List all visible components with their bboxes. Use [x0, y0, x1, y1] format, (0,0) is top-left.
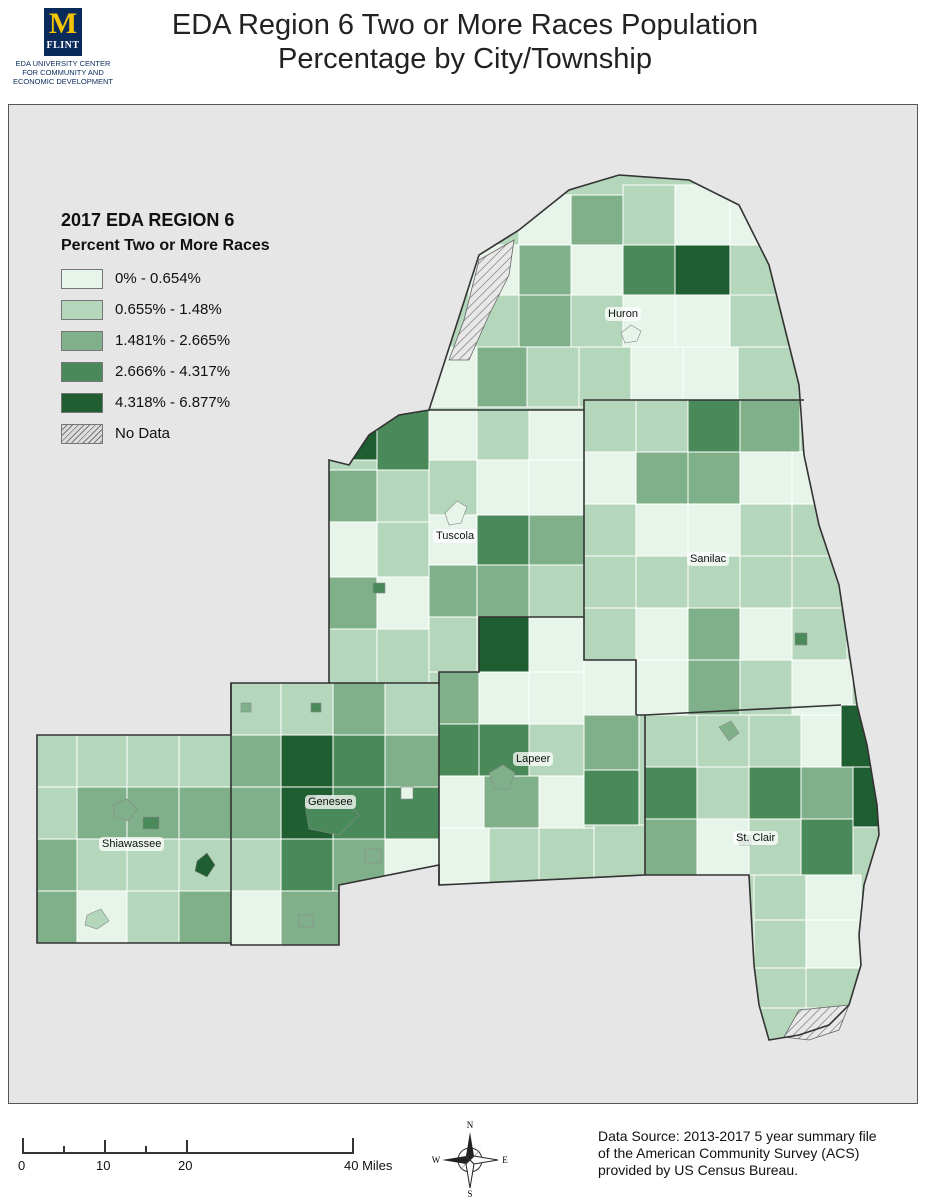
tuscola-lapeer-boundary [329, 616, 637, 715]
map-canvas [36, 174, 880, 1041]
logo-caption-line: EDA UNIVERSITY CENTER [15, 59, 111, 68]
logo-caption-line: ECONOMIC DEVELOPMENT [12, 77, 113, 86]
legend-row: 1.481% - 2.665% [61, 325, 361, 356]
map-title-line-1: EDA Region 6 Two or More Races Populatio… [171, 9, 759, 41]
data-source-line: provided by US Census Bureau. [598, 1162, 798, 1178]
scale-tick [352, 1138, 354, 1154]
legend-label: 0% - 0.654% [115, 270, 201, 287]
legend-swatch [61, 330, 103, 351]
logo: M FLINT EDA UNIVERSITY CENTER FOR COMMUN… [8, 8, 118, 87]
logo-letter: M [48, 7, 78, 40]
scale-label: 40 Miles [344, 1158, 393, 1173]
legend-swatch [61, 268, 103, 289]
data-source-line: Data Source: 2013-2017 5 year summary fi… [598, 1128, 877, 1144]
county-label-st-clair: St. Clair [733, 831, 779, 845]
map-legend: 2017 EDA REGION 6 Percent Two or More Ra… [61, 207, 361, 449]
university-badge: M FLINT [44, 8, 82, 56]
scale-tick [104, 1140, 106, 1154]
no-data-area-south [783, 1004, 850, 1041]
scale-tick-minor [63, 1146, 65, 1154]
region-boundary [36, 174, 880, 1041]
legend-label: 2.666% - 4.317% [115, 363, 231, 380]
compass-w: W [432, 1155, 441, 1165]
map-title: EDA Region 6 Two or More Races Populatio… [140, 8, 790, 76]
county-label-huron: Huron [605, 307, 641, 321]
scale-tick [186, 1140, 188, 1154]
scale-bar: 0 10 20 40 Miles [12, 1128, 432, 1188]
legend-label: 4.318% - 6.877% [115, 394, 231, 411]
legend-row: 2.666% - 4.317% [61, 356, 361, 387]
north-arrow: N S E W [430, 1118, 510, 1199]
legend-row: 0% - 0.654% [61, 263, 361, 294]
map-title-line-2: Percentage by City/Township [278, 43, 652, 75]
logo-campus: FLINT [46, 40, 80, 51]
township-grid [37, 184, 879, 1009]
scale-tick-minor [145, 1146, 147, 1154]
scale-tick [22, 1138, 24, 1154]
legend-row: 0.655% - 1.48% [61, 294, 361, 325]
legend-title: 2017 EDA REGION 6 [61, 210, 235, 230]
huron-south-boundary [429, 399, 804, 411]
compass-s: S [467, 1189, 472, 1198]
county-boundaries [36, 174, 880, 1041]
county-label-genesee: Genesee [305, 795, 356, 809]
sanilac-stclair-boundary [644, 704, 842, 716]
legend-swatch [61, 392, 103, 413]
scale-label: 10 [96, 1158, 111, 1173]
data-source-line: of the American Community Survey (ACS) [598, 1145, 860, 1161]
logo-caption-line: FOR COMMUNITY AND [22, 68, 104, 77]
logo-caption: EDA UNIVERSITY CENTER FOR COMMUNITY AND … [8, 59, 118, 86]
legend-row: 4.318% - 6.877% [61, 387, 361, 418]
legend-subtitle: Percent Two or More Races [61, 237, 270, 254]
county-label-tuscola: Tuscola [433, 529, 478, 543]
legend-label: 1.481% - 2.665% [115, 332, 231, 349]
no-data-area-north [448, 239, 515, 361]
legend-swatch-no-data [61, 423, 103, 444]
compass-n: N [467, 1120, 474, 1130]
map-frame: Huron Tuscola Sanilac Genesee Lapeer Shi… [8, 104, 918, 1104]
scale-label: 0 [18, 1158, 26, 1173]
county-label-sanilac: Sanilac [687, 552, 730, 566]
legend-swatch [61, 361, 103, 382]
compass-e: E [502, 1155, 508, 1165]
compass-icon: N S E W [432, 1120, 509, 1199]
data-source: Data Source: 2013-2017 5 year summary fi… [598, 1128, 918, 1179]
legend-label-no-data: No Data [115, 425, 171, 442]
legend-label: 0.655% - 1.48% [115, 301, 222, 318]
scale-label: 20 [178, 1158, 193, 1173]
county-label-lapeer: Lapeer [513, 752, 554, 766]
legend-row-no-data: No Data [61, 418, 361, 449]
legend-swatch [61, 299, 103, 320]
county-label-shiawassee: Shiawassee [99, 837, 165, 851]
